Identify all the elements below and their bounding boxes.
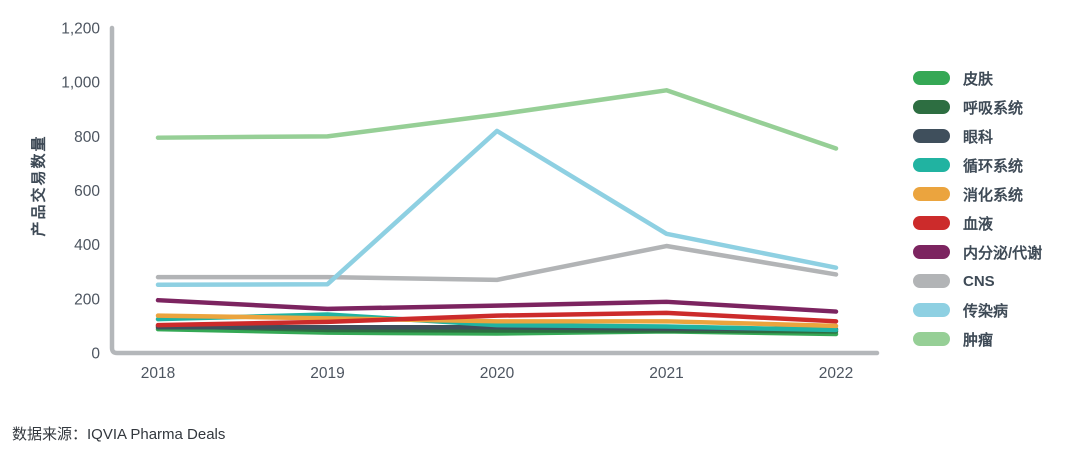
source-note: 数据来源：IQVIA Pharma Deals xyxy=(12,426,226,443)
legend-item: 皮肤 xyxy=(913,71,1042,88)
series-line xyxy=(155,310,839,328)
y-tick-label: 600 xyxy=(74,183,100,200)
legend-swatch xyxy=(913,129,950,143)
legend-label: 传染病 xyxy=(963,302,1009,320)
y-tick-label: 800 xyxy=(74,129,100,146)
chart-canvas: 0 200 400 600 800 1,000 1,200 2018 2019 2020 2021 2… xyxy=(61,21,880,382)
legend: 皮肤呼吸系统眼科循环系统消化系统血液内分泌/代谢 CNS 传染病肿瘤 xyxy=(913,71,1042,349)
y-tick-label: 200 xyxy=(74,291,100,308)
legend-item: 消化系统 xyxy=(913,187,1042,204)
legend-item: 内分泌/代谢 xyxy=(913,245,1042,262)
x-tick-label: 2022 xyxy=(819,365,853,382)
legend-label: 肿瘤 xyxy=(963,331,994,349)
legend-item: 眼科 xyxy=(913,129,1042,146)
legend-label: 消化系统 xyxy=(963,186,1024,204)
legend-label: 皮肤 xyxy=(963,70,994,88)
legend-swatch xyxy=(913,100,950,114)
y-axis-title: 产品交易数量 xyxy=(30,134,48,237)
legend-swatch xyxy=(913,216,950,230)
y-tick-label: 1,000 xyxy=(61,75,100,92)
legend-swatch xyxy=(913,187,950,201)
legend-item: 循环系统 xyxy=(913,158,1042,175)
x-tick-label: 2019 xyxy=(310,365,344,382)
legend-swatch xyxy=(913,332,950,346)
series-line xyxy=(155,88,839,151)
legend-item: 血液 xyxy=(913,216,1042,233)
legend-label: 呼吸系统 xyxy=(963,99,1024,117)
series-line xyxy=(155,297,839,314)
legend-label: 血液 xyxy=(963,215,994,233)
legend-label: 内分泌/代谢 xyxy=(963,244,1043,262)
x-tick-label: 2021 xyxy=(649,365,683,382)
legend-label: 眼科 xyxy=(963,128,994,146)
legend-swatch xyxy=(913,245,950,259)
x-tick-label: 2020 xyxy=(480,365,515,382)
x-tick-label: 2018 xyxy=(141,365,175,382)
y-tick-label: 1,200 xyxy=(61,21,100,38)
legend-swatch xyxy=(913,303,950,317)
y-tick-label: 0 xyxy=(91,346,100,363)
legend-swatch xyxy=(913,274,950,288)
y-tick-label: 400 xyxy=(74,237,100,254)
series-line xyxy=(155,243,839,283)
axis-line xyxy=(109,25,880,356)
legend-item: 肿瘤 xyxy=(913,332,1042,349)
series-line xyxy=(155,313,839,329)
legend-item: CNS xyxy=(913,272,1042,290)
legend-swatch xyxy=(913,71,950,85)
legend-swatch xyxy=(913,158,950,172)
legend-item: 传染病 xyxy=(913,303,1042,320)
legend-label: 循环系统 xyxy=(963,157,1024,175)
legend-label: CNS xyxy=(963,272,995,290)
legend-item: 呼吸系统 xyxy=(913,100,1042,117)
series-line xyxy=(155,128,839,287)
